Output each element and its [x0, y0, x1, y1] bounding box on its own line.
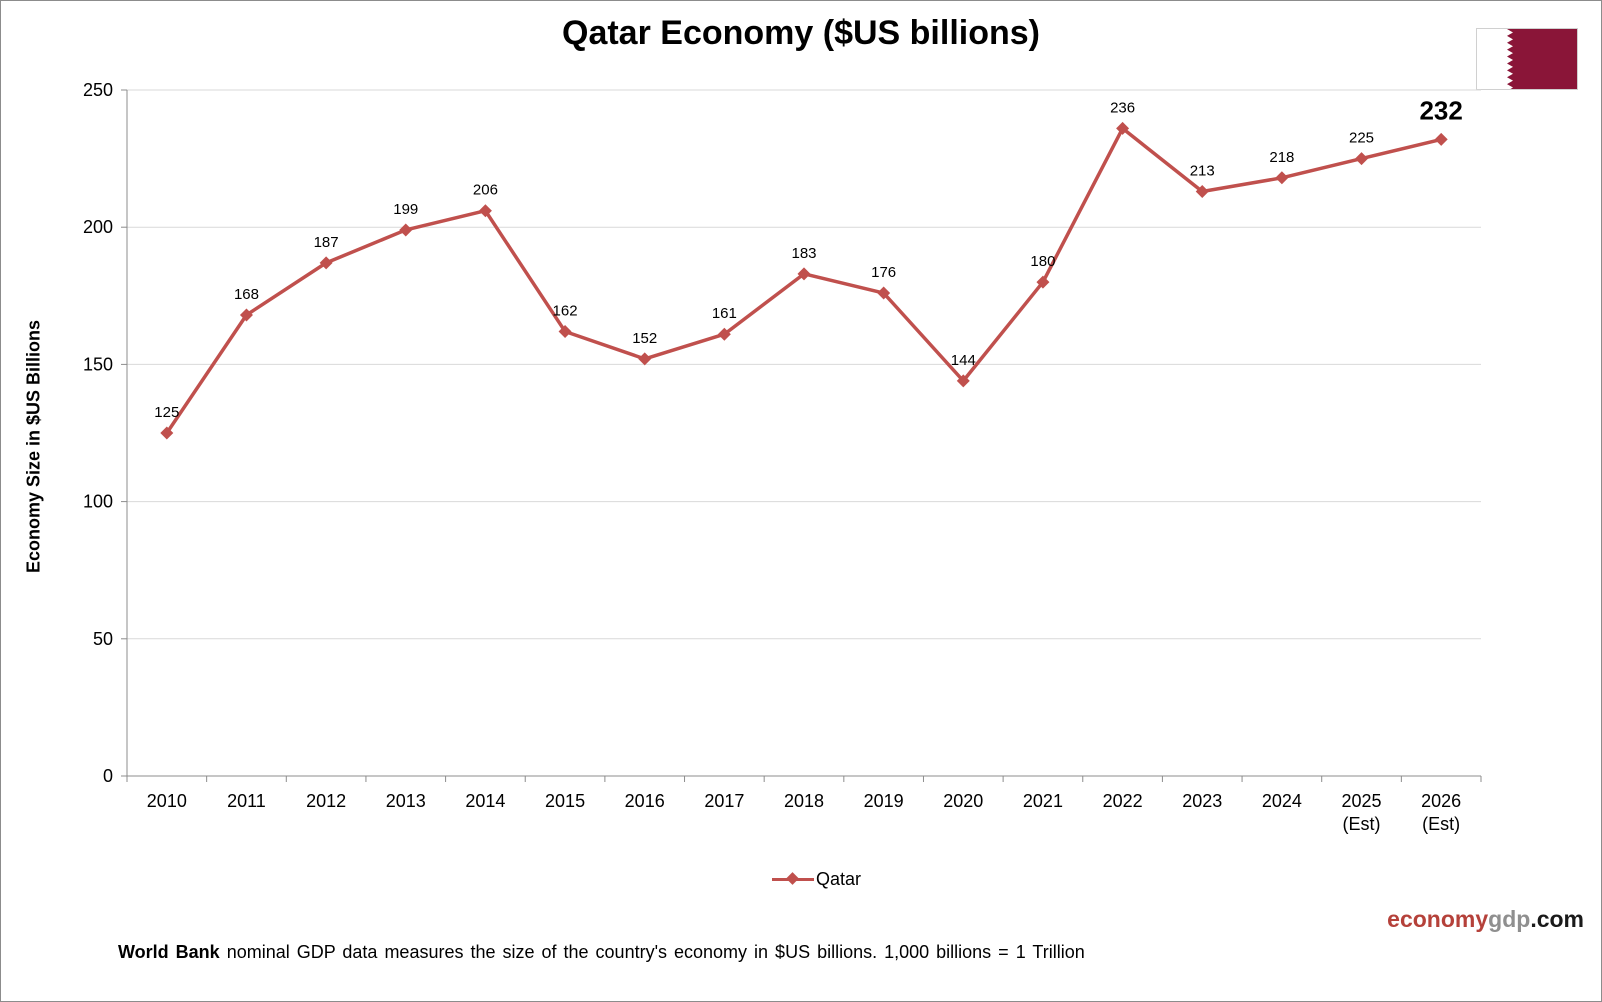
data-label: 236 — [1110, 99, 1135, 116]
x-tick-label: 2022 — [1103, 791, 1143, 811]
x-tick-label: 2025 (Est) — [1342, 791, 1382, 834]
qatar-flag-icon — [1476, 28, 1578, 90]
data-label: 199 — [393, 201, 418, 218]
data-point-marker — [478, 204, 492, 218]
data-point-marker — [1036, 275, 1050, 289]
legend-diamond-marker — [786, 871, 799, 885]
data-point-marker — [1116, 121, 1130, 135]
y-tick-label: 0 — [103, 766, 113, 786]
x-tick-label: 2013 — [386, 791, 426, 811]
data-point-marker — [239, 308, 253, 322]
x-tick-label: 2019 — [864, 791, 904, 811]
data-label: 176 — [871, 264, 896, 281]
data-label: 183 — [791, 245, 816, 262]
data-point-marker — [797, 267, 811, 281]
series-line-qatar — [165, 126, 1442, 434]
data-label: 152 — [632, 330, 657, 347]
legend-series-swatch — [772, 871, 814, 885]
data-label: 187 — [314, 234, 339, 251]
legend-series-label: Qatar — [816, 868, 862, 889]
brand-part-com: .com — [1530, 906, 1584, 932]
x-tick-label: 2011 — [227, 791, 266, 811]
y-tick-label: 50 — [93, 629, 113, 649]
data-point-marker — [877, 286, 891, 300]
data-label: 180 — [1030, 253, 1055, 270]
data-point-marker — [1434, 132, 1448, 146]
x-tick-label: 2015 — [545, 791, 585, 811]
x-tick-label: 2024 — [1262, 791, 1302, 811]
x-tick-label: 2012 — [306, 791, 346, 811]
data-point-marker — [638, 352, 652, 366]
legend: Qatar — [772, 866, 861, 892]
data-point-marker — [160, 426, 174, 440]
data-label: 218 — [1269, 149, 1294, 166]
brand-watermark: economygdp.com — [1387, 906, 1584, 933]
x-tick-label: 2010 — [147, 791, 187, 811]
data-label: 161 — [712, 305, 737, 322]
y-tick-label: 150 — [83, 354, 113, 374]
y-tick-label: 200 — [83, 217, 113, 237]
brand-part-economy: economy — [1387, 906, 1489, 932]
y-tick-label: 100 — [83, 492, 113, 512]
data-point-marker — [956, 374, 970, 388]
data-point-marker — [1355, 152, 1369, 166]
x-tick-label: 2014 — [465, 791, 505, 811]
data-label: 232 — [1419, 95, 1462, 125]
footnote-source: World Bank — [118, 942, 220, 962]
data-label: 125 — [154, 404, 179, 421]
data-point-marker — [1195, 185, 1209, 199]
data-label: 144 — [951, 352, 976, 369]
chart-title: Qatar Economy ($US billions) — [562, 14, 1040, 52]
data-label: 213 — [1190, 163, 1215, 180]
x-tick-label: 2023 — [1182, 791, 1222, 811]
data-point-marker — [319, 256, 333, 270]
x-tick-label: 2018 — [784, 791, 824, 811]
footnote-text: nominal GDP data measures the size of th… — [219, 942, 1085, 962]
data-label: 168 — [234, 286, 259, 303]
brand-part-gdp: gdp — [1488, 906, 1531, 932]
data-point-marker — [399, 223, 413, 237]
data-label: 162 — [553, 302, 578, 319]
x-tick-label: 2020 — [943, 791, 983, 811]
x-tick-label: 2016 — [625, 791, 665, 811]
x-tick-label: 2017 — [704, 791, 744, 811]
data-label: 225 — [1349, 130, 1374, 147]
data-point-marker — [717, 327, 731, 341]
footnote: World Bank nominal GDP data measures the… — [118, 942, 1085, 963]
data-label: 206 — [473, 182, 498, 199]
x-tick-label: 2026 (Est) — [1421, 791, 1461, 834]
data-point-marker — [1275, 171, 1289, 185]
data-point-marker — [558, 324, 572, 338]
y-tick-label: 250 — [83, 80, 113, 100]
x-tick-label: 2021 — [1023, 791, 1063, 811]
